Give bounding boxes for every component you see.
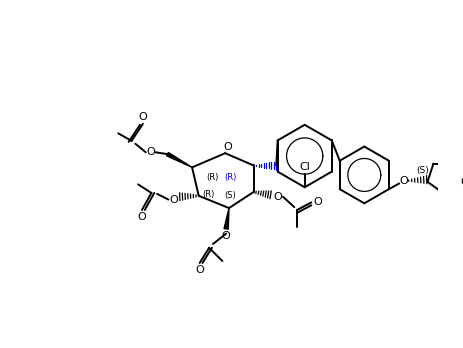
Text: O: O (146, 147, 155, 157)
Text: O: O (274, 192, 282, 202)
Text: O: O (138, 212, 146, 222)
Polygon shape (224, 208, 229, 229)
Text: O: O (400, 176, 408, 185)
Text: O: O (224, 142, 232, 152)
Text: (R): (R) (202, 190, 214, 199)
Text: Cl: Cl (299, 163, 310, 172)
Text: (R): (R) (225, 173, 237, 182)
Text: O: O (195, 264, 204, 275)
Text: O: O (313, 197, 322, 207)
Text: O: O (222, 230, 231, 240)
Text: (S): (S) (224, 191, 236, 200)
Text: (R): (R) (206, 173, 218, 182)
Text: O: O (138, 112, 147, 122)
Polygon shape (167, 152, 192, 167)
Text: O: O (460, 177, 463, 187)
Text: O: O (170, 195, 178, 205)
Text: (S): (S) (417, 166, 429, 175)
